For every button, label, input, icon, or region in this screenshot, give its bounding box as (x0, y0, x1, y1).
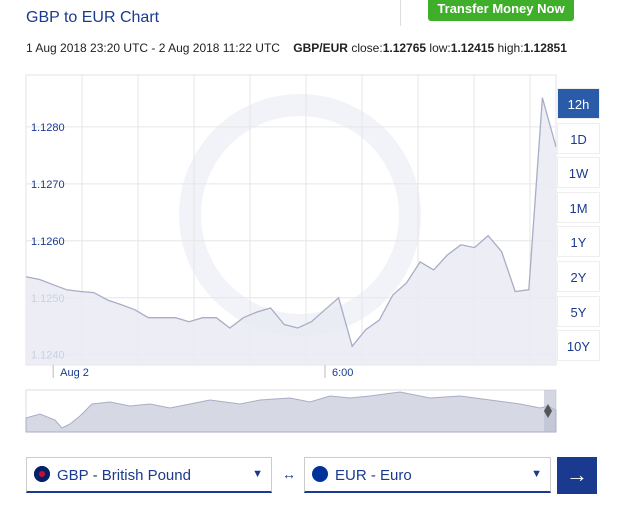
to-currency: EUR - Euro (335, 467, 412, 484)
x-tick-label: Aug 2 (60, 367, 89, 379)
high-label: high: (497, 41, 524, 55)
dropdown-caret: ▼ (252, 468, 263, 480)
swap-button[interactable]: ↔ (282, 466, 296, 482)
range-button[interactable]: 1Y (557, 226, 600, 258)
range-button[interactable]: 1D (557, 122, 600, 154)
date-range: 1 Aug 2018 23:20 UTC - 2 Aug 2018 11:22 … (26, 41, 280, 55)
watermark (179, 94, 421, 336)
page-title: GBP to EUR Chart (26, 9, 160, 26)
from-select[interactable]: GBP - British Pound ▼ (26, 457, 272, 493)
y-tick-label: 1.1270 (31, 179, 65, 191)
navigator-handle (544, 404, 552, 418)
y-tick-label: 1.1280 (31, 122, 65, 134)
range-button[interactable]: 1M (557, 191, 600, 223)
eu-flag (312, 466, 328, 482)
y-tick-label: 1.1260 (31, 236, 65, 248)
low-label: low: (429, 41, 451, 55)
navigator-area (25, 391, 557, 433)
range-button[interactable]: 1W (557, 157, 600, 189)
high: 1.12851 (523, 41, 567, 55)
x-tick-label: 6:00 (332, 367, 353, 379)
line (25, 97, 557, 348)
divider (400, 0, 401, 26)
close-label: close: (351, 41, 383, 55)
dropdown-caret: ▼ (531, 468, 542, 480)
area (26, 97, 556, 366)
from-currency: GBP - British Pound (57, 467, 191, 484)
transfer-button[interactable]: Transfer Money Now (428, 0, 574, 21)
info-line: 1 Aug 2018 23:20 UTC - 2 Aug 2018 11:22 … (26, 41, 567, 55)
range-button[interactable]: 12h (557, 88, 600, 119)
close: 1.12765 (382, 41, 427, 55)
low: 1.12415 (450, 41, 495, 55)
to-select[interactable]: EUR - Euro ▼ (304, 457, 551, 493)
range-button[interactable]: 5Y (557, 295, 600, 327)
range-buttons: 12h 1D 1W 1M 1Y 2Y 5Y 10Y (557, 88, 600, 365)
go-button[interactable]: → (557, 457, 597, 494)
range-button[interactable]: 2Y (557, 260, 600, 292)
uk-flag (34, 466, 50, 482)
range-button[interactable]: 10Y (557, 330, 600, 362)
pair: GBP/EUR (293, 41, 348, 55)
